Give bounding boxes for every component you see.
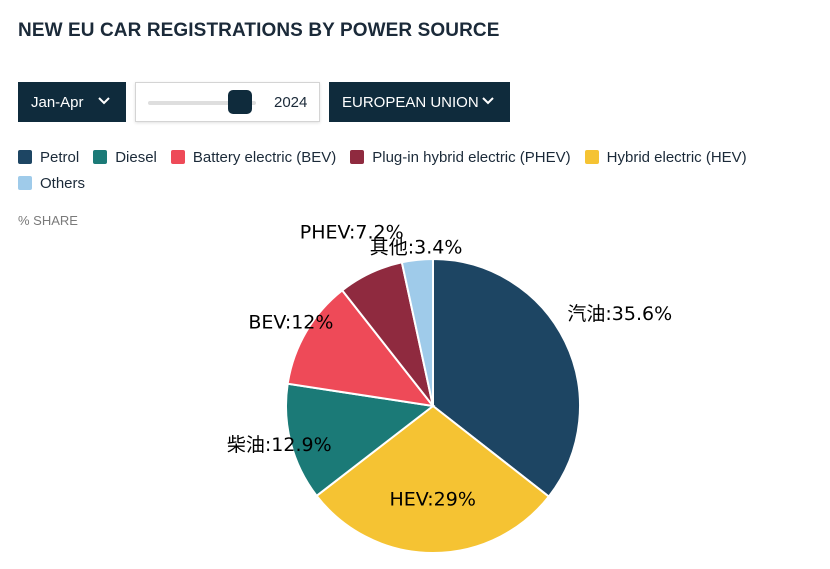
- pie-label-others: 其他:3.4%: [370, 237, 463, 259]
- chart-legend: Petrol Diesel Battery electric (BEV) Plug-i…: [18, 147, 818, 193]
- pie-label-diesel: 柴油:12.9%: [227, 434, 332, 456]
- year-slider-track[interactable]: [148, 101, 256, 105]
- year-slider-handle[interactable]: [227, 90, 252, 114]
- legend-swatch: [18, 176, 32, 190]
- year-slider-value: 2024: [274, 94, 308, 111]
- period-dropdown[interactable]: Jan-Apr: [18, 82, 126, 122]
- legend-item[interactable]: Others: [18, 173, 85, 193]
- chevron-down-icon: [482, 97, 494, 105]
- legend-swatch: [18, 150, 32, 164]
- pie-slice-diesel[interactable]: [285, 382, 436, 498]
- legend-swatch: [170, 150, 185, 164]
- legend-label: Diesel: [115, 148, 157, 166]
- period-dropdown-label: Jan-Apr: [31, 93, 84, 111]
- legend-label: Others: [40, 174, 86, 192]
- pie-slice-petrol[interactable]: [432, 257, 581, 498]
- year-slider: 2024: [135, 82, 320, 122]
- pie-slice-others[interactable]: [400, 257, 434, 407]
- region-dropdown-label: EUROPEAN UNION: [342, 93, 479, 111]
- legend-swatch: [93, 150, 108, 164]
- legend-item[interactable]: Diesel: [93, 147, 157, 167]
- legend-label: Hybrid electric (HEV): [606, 148, 747, 166]
- legend-item[interactable]: Battery electric (BEV): [170, 147, 337, 167]
- pie-label-hev: HEV:29%: [390, 489, 476, 511]
- legend-label: Plug-in hybrid electric (PHEV): [372, 148, 571, 166]
- pie-slice-bev[interactable]: [286, 288, 436, 408]
- pie-label-petrol: 汽油:35.6%: [567, 303, 672, 325]
- legend-swatch: [584, 150, 599, 164]
- legend-swatch: [350, 150, 365, 164]
- pie-label-phev: PHEV:7.2%: [300, 222, 404, 244]
- region-dropdown[interactable]: EUROPEAN UNION: [329, 82, 510, 122]
- legend-item[interactable]: Plug-in hybrid electric (PHEV): [350, 147, 571, 167]
- axis-note: % SHARE: [18, 213, 78, 228]
- chevron-down-icon: [98, 97, 110, 105]
- legend-item[interactable]: Hybrid electric (HEV): [584, 147, 747, 167]
- legend-label: Petrol: [40, 148, 80, 166]
- chart-title: NEW EU CAR REGISTRATIONS BY POWER SOURCE: [18, 20, 500, 41]
- legend-label: Battery electric (BEV): [192, 148, 337, 166]
- legend-item[interactable]: Petrol: [18, 147, 79, 167]
- pie-label-bev: BEV:12%: [248, 311, 333, 333]
- pie-slice-hev[interactable]: [315, 404, 551, 554]
